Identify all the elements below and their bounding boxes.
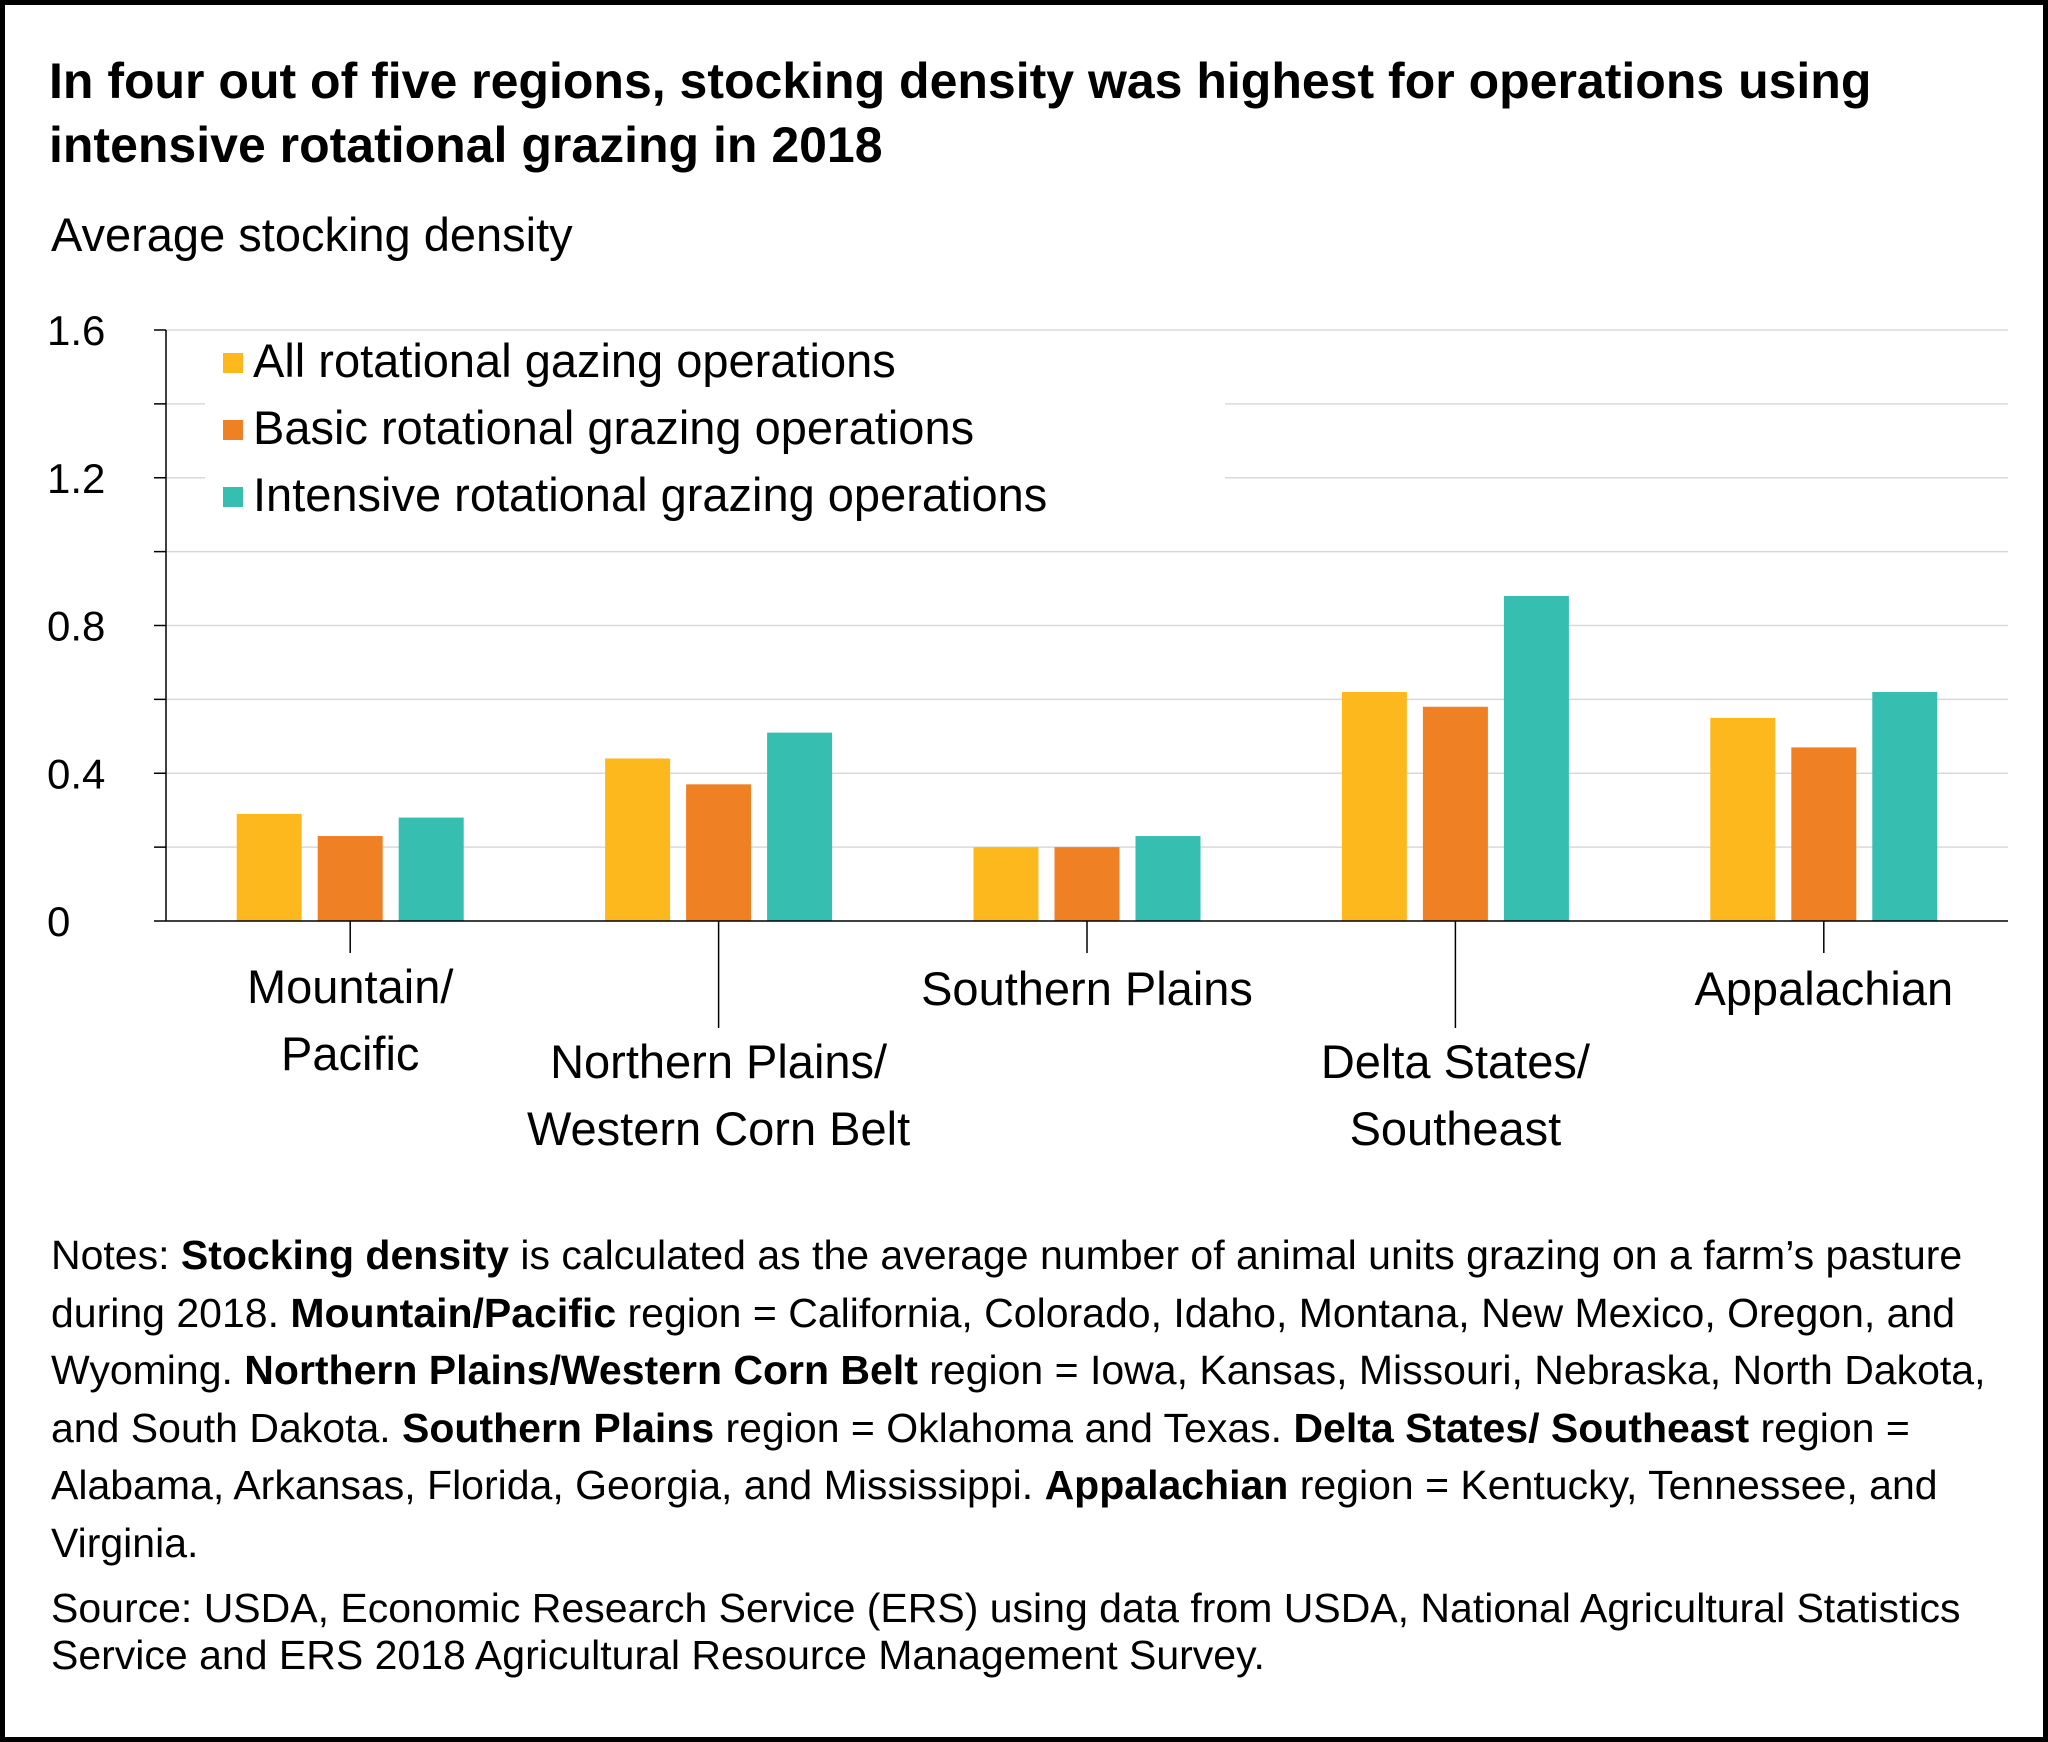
notes-text-12: region = Kentucky, Tennessee, and Virgin…	[51, 1462, 1938, 1566]
y-tick-label: 0.4	[47, 750, 105, 797]
y-tick-label: 1.2	[47, 455, 105, 502]
y-tick-label: 1.6	[47, 307, 105, 354]
chart-title: In four out of five regions, stocking de…	[49, 53, 1872, 173]
legend-swatch	[223, 487, 243, 507]
legend-label: All rotational gazing operations	[253, 334, 896, 387]
bar	[1135, 836, 1201, 921]
notes-text-2: is calculated as the average number of a…	[51, 1232, 1963, 1336]
bar	[1872, 691, 1938, 921]
bar	[317, 836, 383, 921]
bar	[1791, 747, 1857, 921]
x-tick-label: Appalachian	[1694, 962, 1953, 1015]
bar	[1422, 706, 1488, 921]
x-tick-label: Mountain/	[247, 960, 454, 1013]
chart-notes: Notes: Stocking density is calculated as…	[51, 1227, 2011, 1572]
bar	[1503, 595, 1569, 921]
notes-term-9: Delta States/ Southeast	[1293, 1404, 1750, 1451]
bar	[973, 847, 1039, 921]
chart-source: Source: USDA, Economic Research Service …	[51, 1585, 1961, 1678]
legend-label: Intensive rotational grazing operations	[253, 468, 1047, 521]
notes-text-8: region = Oklahoma and Texas.	[714, 1404, 1294, 1451]
notes-term-7: Southern Plains	[402, 1404, 715, 1451]
notes-term-3: Mountain/Pacific	[290, 1289, 617, 1336]
legend-swatch	[223, 353, 243, 373]
bar	[767, 732, 833, 921]
bar-chart: Average stocking density 0 0.4 0.8 1.2 1.6 Mou…	[47, 208, 2008, 1155]
legend-label: Basic rotational grazing operations	[253, 401, 974, 454]
bar	[236, 813, 302, 921]
notes-text-4: region = California, Colorado, Idaho, Mo…	[51, 1289, 1956, 1394]
notes-term-11: Appalachian	[1044, 1462, 1289, 1508]
x-tick-label: Pacific	[281, 1027, 419, 1080]
x-tick-label: Delta States/	[1321, 1035, 1591, 1088]
bar	[1341, 691, 1407, 921]
x-tick-label: Western Corn Belt	[527, 1102, 910, 1155]
bar	[398, 817, 464, 921]
y-tick-label: 0	[47, 898, 70, 945]
legend-swatch	[223, 420, 243, 440]
y-axis-label: Average stocking density	[51, 208, 573, 261]
bar	[1710, 717, 1776, 921]
x-tick-label: Northern Plains/	[550, 1035, 888, 1088]
notes-term-5: Northern Plains/Western Corn Belt	[244, 1347, 918, 1393]
notes-text-6: region = Iowa, Kansas, Missouri, Nebrask…	[51, 1347, 1986, 1451]
bar	[605, 758, 671, 921]
bar	[1054, 847, 1120, 921]
notes-text-10: region = Alabama, Arkansas, Florida, Geo…	[51, 1404, 1910, 1509]
y-tick-label: 0.8	[47, 603, 105, 650]
x-tick-label: Southern Plains	[921, 962, 1253, 1015]
notes-term-1: Stocking density	[180, 1232, 509, 1278]
notes-text-0: Notes:	[51, 1232, 181, 1278]
x-tick-label: Southeast	[1350, 1102, 1562, 1155]
legend-box	[205, 340, 1225, 550]
bar	[686, 784, 752, 921]
